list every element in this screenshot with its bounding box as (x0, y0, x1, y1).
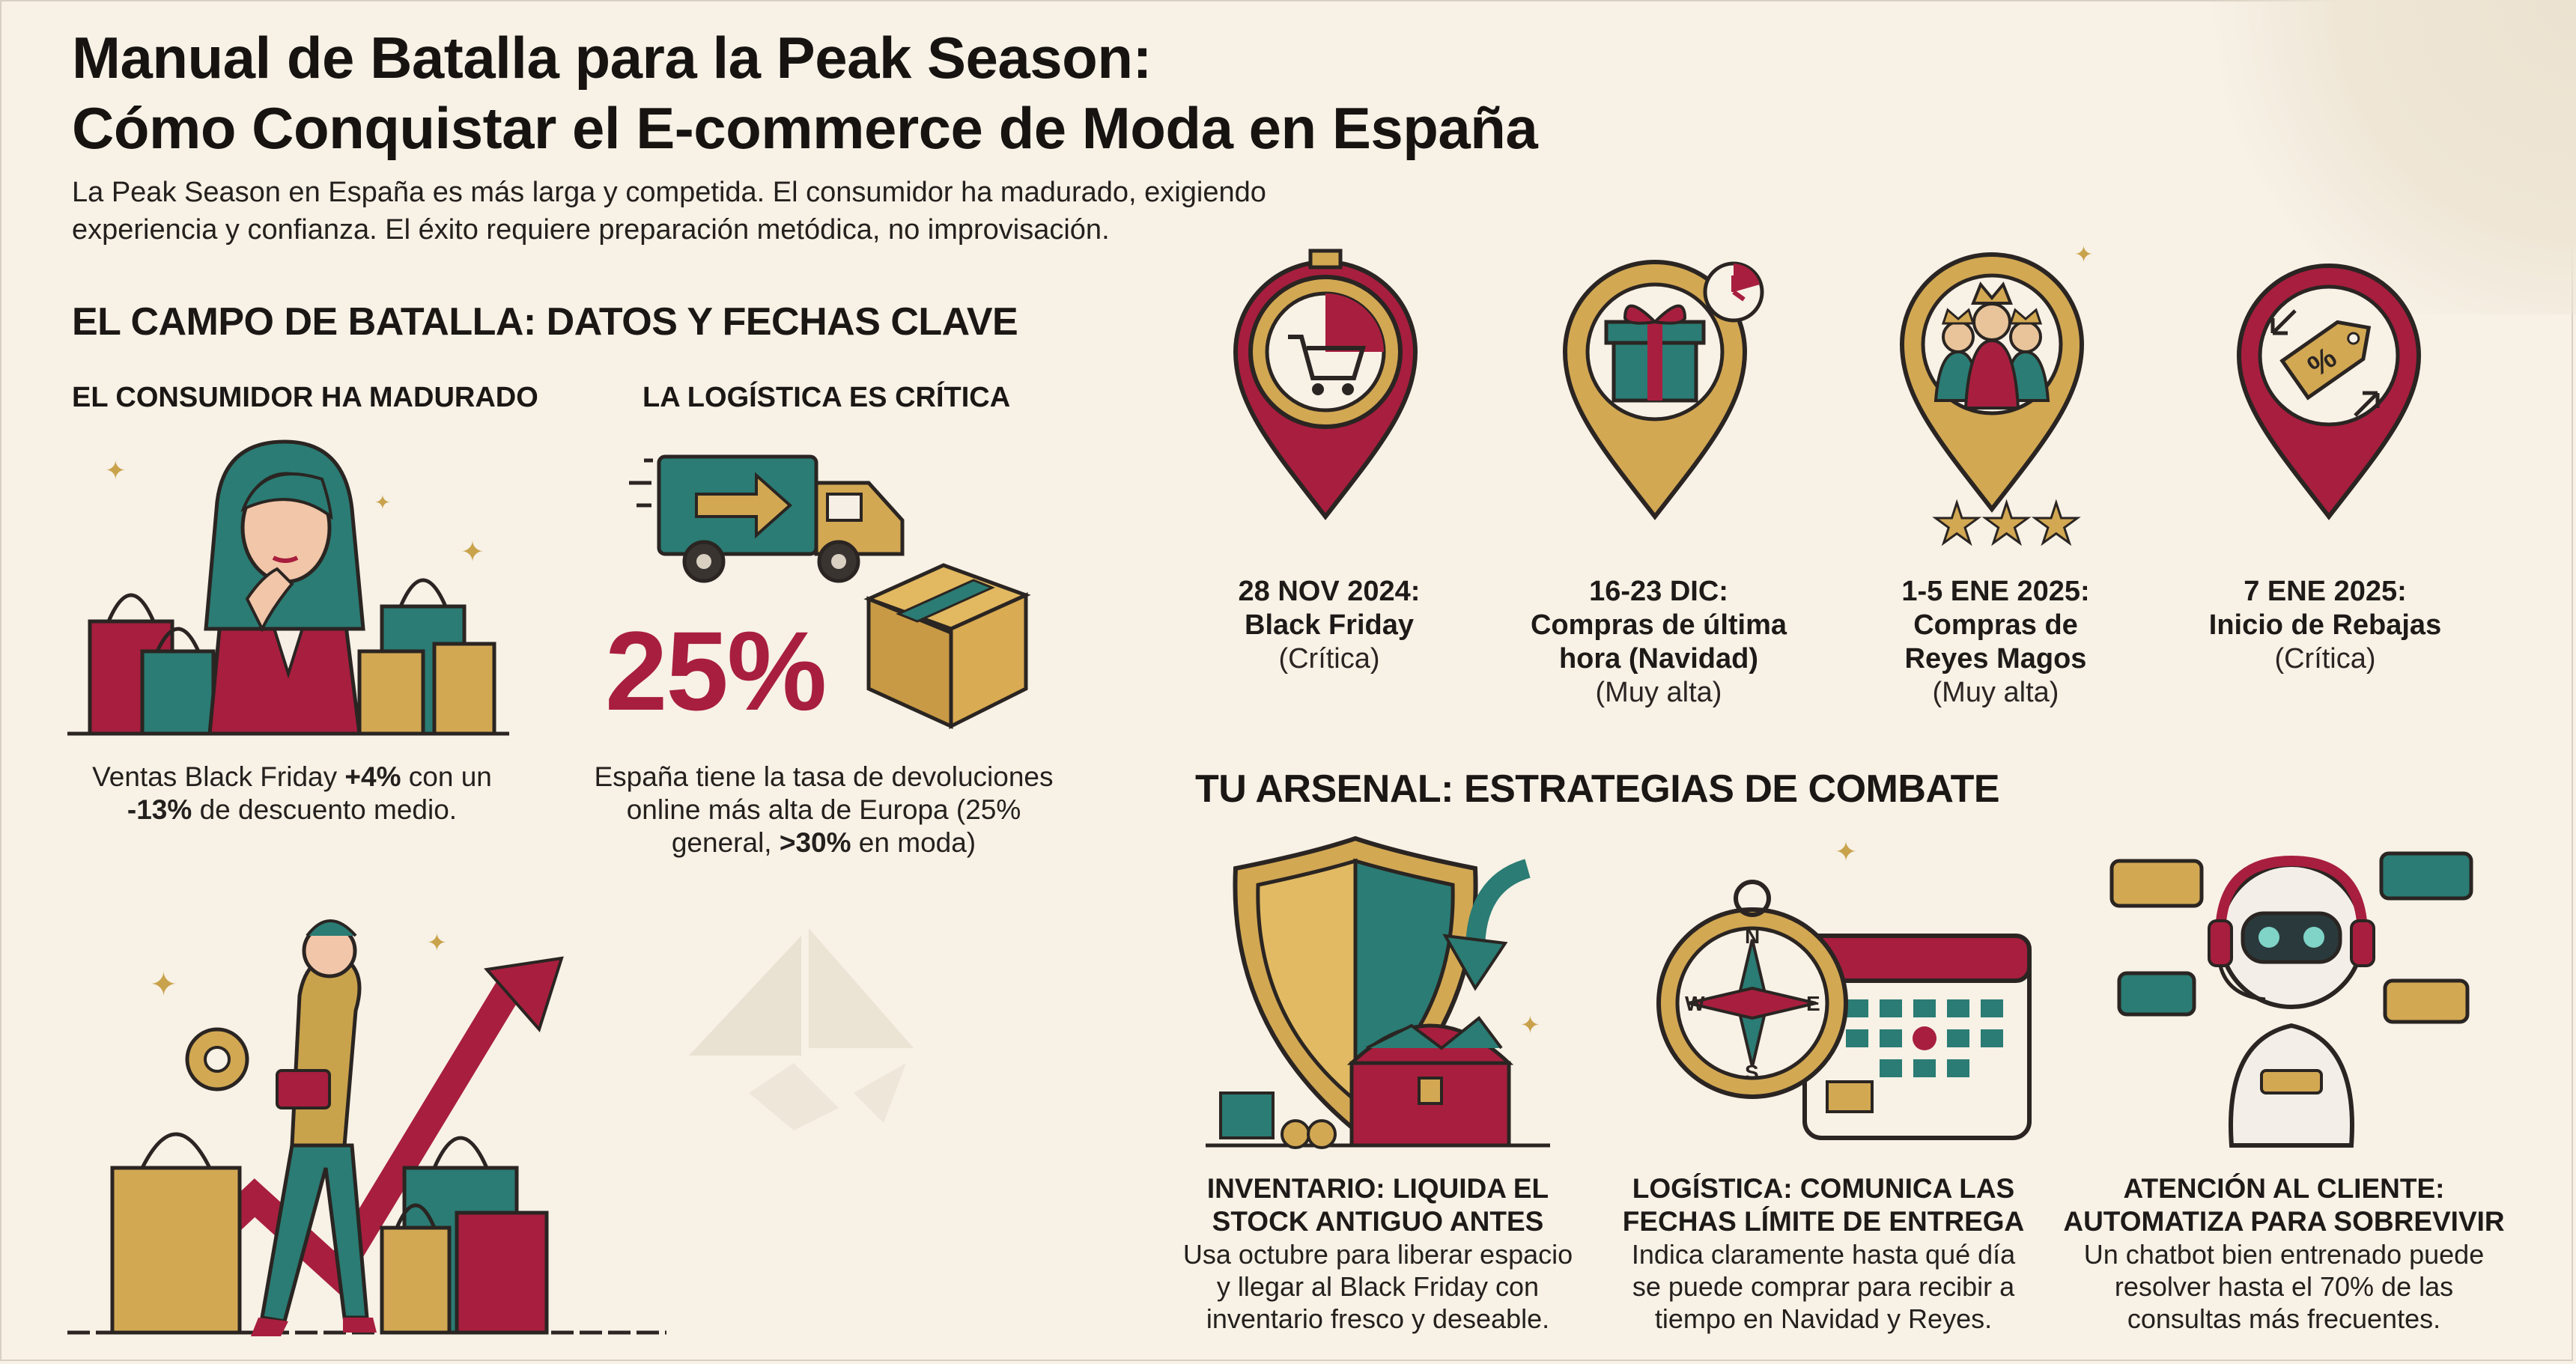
logistics-text-c: general, (671, 827, 780, 858)
stopwatch-cart-icon (1233, 249, 1418, 520)
strategy-inventory-text-2: y llegar al Black Friday con (1216, 1271, 1540, 1302)
delivery-truck-box-icon (629, 454, 1031, 730)
date-item-navidad: 16-23 DIC: Compras de última hora (Navid… (1490, 575, 1827, 710)
consumer-text-e: de descuento medio. (192, 794, 458, 825)
consumer-sales-growth: +4% (344, 761, 401, 792)
page-header: Manual de Batalla para la Peak Season: C… (72, 22, 1794, 163)
decorative-corner (2157, 0, 2576, 314)
strategy-inventory-text-3: inventario fresco y deseable. (1206, 1303, 1550, 1334)
date-navidad-event-1: Compras de última (1530, 609, 1787, 641)
date-black-friday-event: Black Friday (1245, 609, 1414, 641)
logistics-text-e: en moda) (851, 827, 976, 858)
strategy-customer-service-title-1: ATENCIÓN AL CLIENTE: (2123, 1173, 2445, 1204)
date-reyes-event-2: Reyes Magos (1904, 643, 2087, 675)
date-black-friday-priority: (Crítica) (1278, 643, 1380, 675)
date-rebajas-date: 7 ENE 2025: (2244, 576, 2407, 607)
logistics-text-a: España tiene la tasa de devoluciones (594, 761, 1054, 792)
page-title-line-1: Manual de Batalla para la Peak Season: (72, 25, 1152, 91)
returns-rate-value: 25% (605, 608, 827, 734)
date-item-reyes: 1-5 ENE 2025: Compras de Reyes Magos (Mu… (1827, 575, 2164, 710)
svg-text:✦: ✦ (1835, 836, 1857, 867)
strategy-customer-service-text-1: Un chatbot bien entrenado puede (2083, 1239, 2485, 1270)
arsenal-heading: TU ARSENAL: ESTRATEGIAS DE COMBATE (1195, 767, 2000, 811)
intro-line-1: La Peak Season en España es más larga y … (72, 177, 1266, 208)
date-item-rebajas: 7 ENE 2025: Inicio de Rebajas (Crítica) (2157, 575, 2494, 676)
page-title-line-2: Cómo Conquistar el E-commerce de Moda en… (72, 95, 1538, 161)
consumer-caption: Ventas Black Friday +4% con un -13% de d… (67, 761, 517, 826)
shield-treasure-icon: ✦ (1206, 835, 1550, 1149)
date-rebajas-event: Inicio de Rebajas (2208, 609, 2442, 641)
strategy-customer-service-text-3: consultas más frecuentes. (2127, 1303, 2441, 1334)
strategy-inventory-title-1: INVENTARIO: LIQUIDA EL (1206, 1173, 1549, 1204)
strategy-customer-service-title-2: AUTOMATIZA PARA SOBREVIVIR (2063, 1206, 2505, 1237)
strategy-logistics: LOGÍSTICA: COMUNICA LAS FECHAS LÍMITE DE… (1610, 1172, 2037, 1335)
strategy-logistics-text-2: se puede comprar para recibir a (1632, 1271, 2015, 1302)
logistics-fashion-rate: >30% (779, 827, 851, 858)
three-kings-icon: ★★★ ✦ (1899, 243, 2093, 556)
date-black-friday-date: 28 NOV 2024: (1238, 576, 1421, 607)
strategy-inventory-text-1: Usa octubre para liberar espacio (1182, 1239, 1573, 1270)
strategy-logistics-title-1: LOGÍSTICA: COMUNICA LAS (1632, 1173, 2015, 1204)
intro-line-2: experiencia y confianza. El éxito requie… (72, 214, 1110, 246)
svg-text:✦: ✦ (1520, 1011, 1540, 1038)
consumer-heading: EL CONSUMIDOR HA MADURADO (72, 382, 538, 413)
svg-text:★★★: ★★★ (1932, 493, 2081, 555)
intro-text: La Peak Season en España es más larga y … (72, 174, 1495, 249)
strategy-logistics-text-3: tiempo en Navidad y Reyes. (1654, 1303, 1993, 1334)
chatbot-robot-icon (2109, 851, 2473, 1148)
date-rebajas-priority: (Crítica) (2274, 643, 2376, 675)
strategy-inventory: INVENTARIO: LIQUIDA EL STOCK ANTIGUO ANT… (1168, 1172, 1588, 1335)
strategy-logistics-title-2: FECHAS LÍMITE DE ENTREGA (1622, 1206, 2025, 1237)
date-navidad-date: 16-23 DIC: (1589, 576, 1728, 607)
logistics-text-b: online más alta de Europa (25% (626, 794, 1021, 825)
faded-geometric-decoration (689, 928, 914, 1130)
woman-shopping-bags-icon: ✦ ✦ ✦ (67, 439, 509, 736)
svg-text:✦: ✦ (374, 491, 391, 514)
logistics-heading: LA LOGÍSTICA ES CRÍTICA (643, 382, 1011, 413)
compass-calendar-icon: N S W E ✦ (1656, 836, 2032, 1140)
date-reyes-event-1: Compras de (1913, 609, 2078, 641)
svg-text:✦: ✦ (105, 457, 127, 485)
svg-text:E: E (1806, 992, 1820, 1015)
svg-text:✦: ✦ (427, 929, 447, 956)
date-navidad-event-2: hora (Navidad) (1558, 643, 1759, 675)
consumer-discount: -13% (127, 794, 192, 825)
svg-text:W: W (1685, 992, 1705, 1015)
svg-text:✦: ✦ (150, 966, 177, 1003)
svg-text:N: N (1745, 925, 1760, 948)
strategy-inventory-title-2: STOCK ANTIGUO ANTES (1212, 1206, 1544, 1237)
date-navidad-priority: (Muy alta) (1595, 677, 1722, 708)
svg-text:S: S (1745, 1061, 1759, 1084)
woman-growth-arrow-icon: ✦ ✦ (67, 919, 666, 1336)
svg-text:✦: ✦ (461, 537, 484, 568)
consumer-text-c: con un (401, 761, 492, 792)
strategy-customer-service-text-2: resolver hasta el 70% de las (2114, 1271, 2454, 1302)
strategy-logistics-text-1: Indica claramente hasta qué día (1631, 1239, 2016, 1270)
gift-clock-icon (1562, 260, 1764, 520)
date-reyes-date: 1-5 ENE 2025: (1901, 576, 2090, 607)
battlefield-heading: EL CAMPO DE BATALLA: DATOS Y FECHAS CLAV… (72, 300, 1018, 344)
date-reyes-priority: (Muy alta) (1932, 677, 2059, 708)
consumer-text-a: Ventas Black Friday (92, 761, 345, 792)
strategy-customer-service: ATENCIÓN AL CLIENTE: AUTOMATIZA PARA SOB… (2059, 1172, 2509, 1335)
svg-text:✦: ✦ (2074, 243, 2093, 267)
logistics-caption: España tiene la tasa de devoluciones onl… (554, 761, 1093, 859)
discount-tag-icon: % (2236, 264, 2422, 520)
date-item-black-friday: 28 NOV 2024: Black Friday (Crítica) (1161, 575, 1498, 676)
